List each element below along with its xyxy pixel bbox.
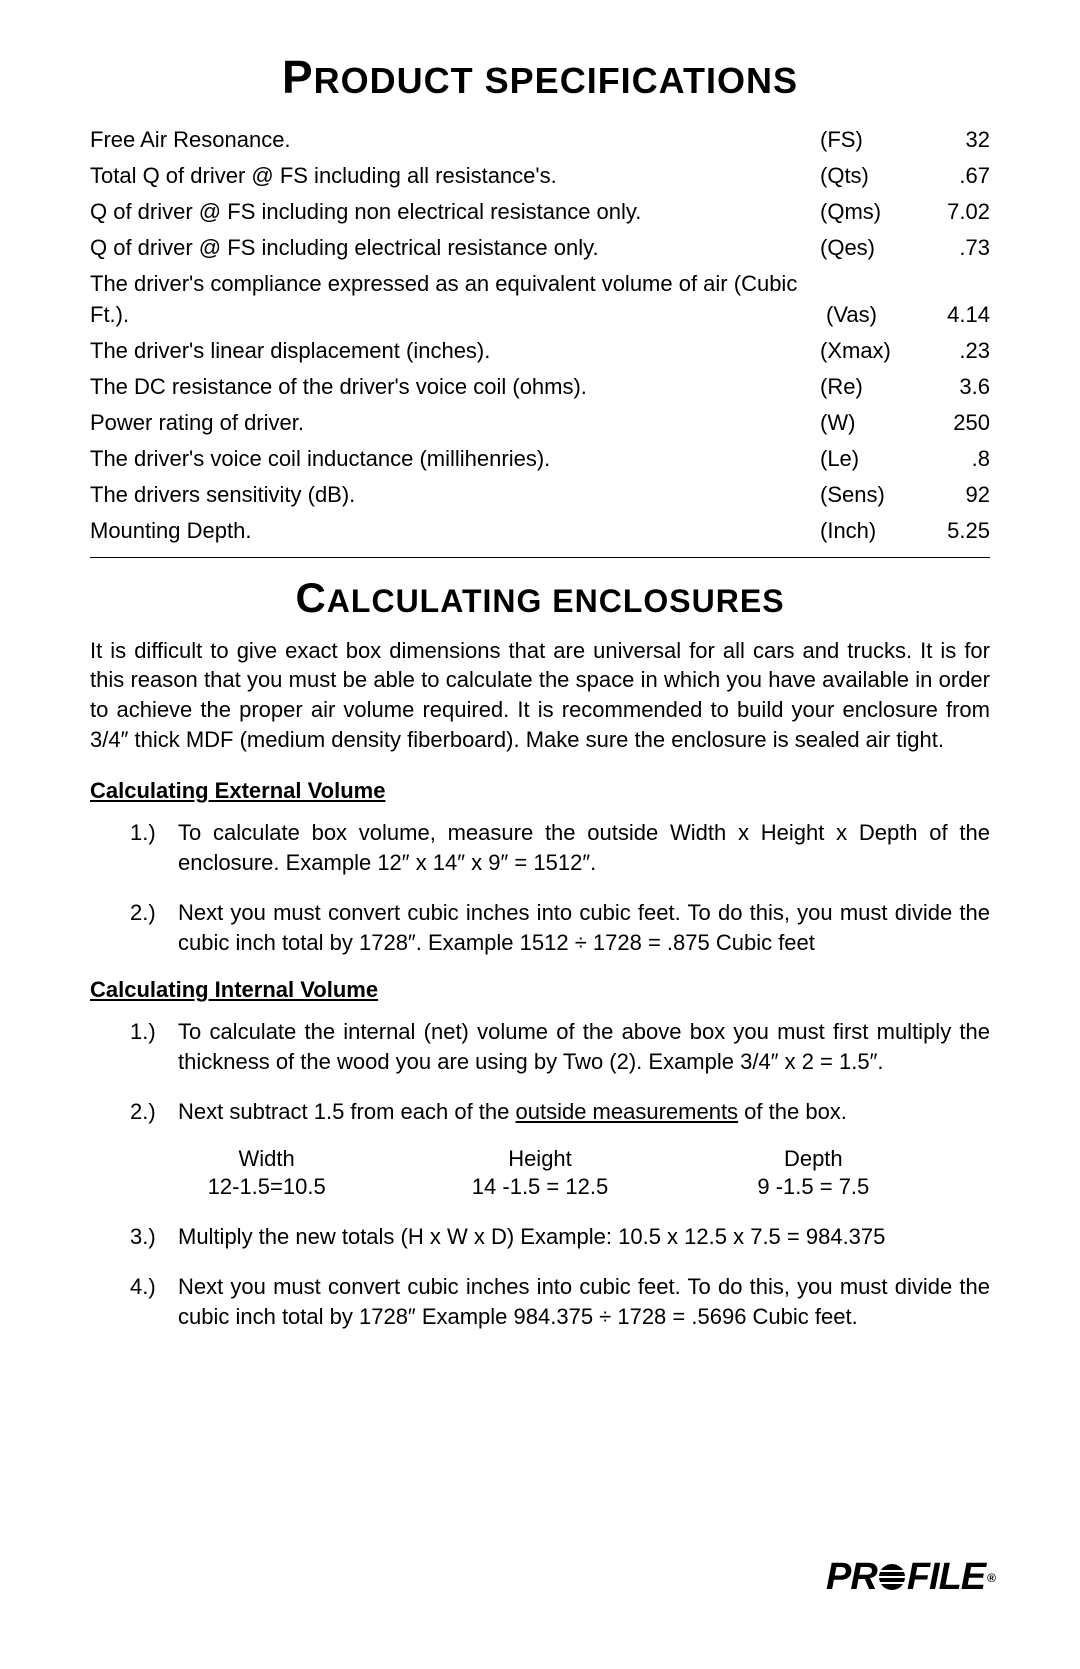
dim-calc: 12-1.5=10.5: [130, 1174, 403, 1200]
spec-symbol: (Re): [820, 371, 920, 403]
step-number: 4.): [130, 1272, 156, 1302]
logo-post: FILE: [907, 1556, 985, 1599]
step-number: 2.): [130, 1097, 156, 1127]
page: PRODUCT SPECIFICATIONS Free Air Resonanc…: [0, 0, 1080, 1669]
spec-desc: The driver's linear displacement (inches…: [90, 335, 820, 367]
spec-row: The driver's compliance expressed as an …: [90, 268, 990, 332]
spec-value: 5.25: [920, 515, 990, 547]
spec-value: 3.6: [920, 371, 990, 403]
spec-symbol: (Vas): [826, 299, 922, 331]
title-initial: C: [295, 574, 326, 621]
dim-label: Width: [130, 1146, 403, 1172]
spec-value: 32: [920, 124, 990, 156]
spec-row: Mounting Depth.(Inch)5.25: [90, 515, 990, 547]
spec-value: 92: [920, 479, 990, 511]
spec-desc: Total Q of driver @ FS including all res…: [90, 160, 820, 192]
internal-steps: 1.) To calculate the internal (net) volum…: [90, 1017, 990, 1126]
dim-calc: 9 -1.5 = 7.5: [677, 1174, 950, 1200]
logo-pre: PR: [826, 1556, 877, 1599]
dim-col-depth: Depth 9 -1.5 = 7.5: [677, 1146, 950, 1200]
title-rest: ALCULATING ENCLOSURES: [327, 583, 785, 619]
list-item: 4.) Next you must convert cubic inches in…: [130, 1272, 990, 1331]
spec-symbol: (Qes): [820, 232, 920, 264]
specs-table: Free Air Resonance.(FS)32 Total Q of driv…: [90, 124, 990, 558]
spec-desc: The driver's voice coil inductance (mill…: [90, 443, 820, 475]
title-initial: P: [282, 51, 314, 103]
step-text: Multiply the new totals (H x W x D) Exam…: [178, 1224, 885, 1249]
logo-registered: ®: [987, 1571, 995, 1585]
spec-value: .8: [920, 443, 990, 475]
spec-row: The driver's voice coil inductance (mill…: [90, 443, 990, 475]
internal-steps-cont: 3.) Multiply the new totals (H x W x D) E…: [90, 1222, 990, 1331]
spec-symbol: (Sens): [820, 479, 920, 511]
section-title-enclosures: CALCULATING ENCLOSURES: [90, 574, 990, 622]
intro-paragraph: It is difficult to give exact box dimens…: [90, 636, 990, 755]
spec-symbol: (Qts): [820, 160, 920, 192]
step-number: 3.): [130, 1222, 156, 1252]
spec-row: The driver's linear displacement (inches…: [90, 335, 990, 367]
spec-desc: The driver's compliance expressed as an …: [90, 268, 826, 332]
spec-symbol: (Xmax): [820, 335, 920, 367]
step-text-underlined: outside measurements: [516, 1099, 739, 1124]
dim-col-height: Height 14 -1.5 = 12.5: [403, 1146, 676, 1200]
spec-row: Q of driver @ FS including electrical re…: [90, 232, 990, 264]
spec-symbol: (FS): [820, 124, 920, 156]
subheading-internal: Calculating Internal Volume: [90, 977, 990, 1003]
dimensions-row: Width 12-1.5=10.5 Height 14 -1.5 = 12.5 …: [130, 1146, 950, 1200]
spec-row: The drivers sensitivity (dB).(Sens)92: [90, 479, 990, 511]
list-item: 1.) To calculate box volume, measure the …: [130, 818, 990, 877]
step-text: Next you must convert cubic inches into …: [178, 900, 990, 955]
spec-desc: The drivers sensitivity (dB).: [90, 479, 820, 511]
spec-row: Power rating of driver.(W)250: [90, 407, 990, 439]
brand-logo: PR FILE®: [826, 1556, 995, 1599]
step-text: To calculate box volume, measure the out…: [178, 820, 990, 875]
spec-symbol: (W): [820, 407, 920, 439]
step-number: 2.): [130, 898, 156, 928]
step-text-pre: Next subtract 1.5 from each of the: [178, 1099, 516, 1124]
dim-label: Height: [403, 1146, 676, 1172]
spec-symbol: (Inch): [820, 515, 920, 547]
dim-label: Depth: [677, 1146, 950, 1172]
step-text: To calculate the internal (net) volume o…: [178, 1019, 990, 1074]
spec-value: .67: [920, 160, 990, 192]
spec-desc: Q of driver @ FS including non electrica…: [90, 196, 820, 228]
step-text: Next you must convert cubic inches into …: [178, 1274, 990, 1329]
dim-calc: 14 -1.5 = 12.5: [403, 1174, 676, 1200]
list-item: 3.) Multiply the new totals (H x W x D) E…: [130, 1222, 990, 1252]
spec-symbol: (Qms): [820, 196, 920, 228]
spec-desc: Free Air Resonance.: [90, 124, 820, 156]
spec-value: 4.14: [922, 299, 990, 331]
spec-row: Q of driver @ FS including non electrica…: [90, 196, 990, 228]
list-item: 1.) To calculate the internal (net) volum…: [130, 1017, 990, 1076]
spec-desc: The DC resistance of the driver's voice …: [90, 371, 820, 403]
list-item: 2.) Next subtract 1.5 from each of the ou…: [130, 1097, 990, 1127]
spec-value: 7.02: [920, 196, 990, 228]
section-title-specs: PRODUCT SPECIFICATIONS: [90, 50, 990, 104]
dim-col-width: Width 12-1.5=10.5: [130, 1146, 403, 1200]
step-number: 1.): [130, 818, 156, 848]
external-steps: 1.) To calculate box volume, measure the …: [90, 818, 990, 957]
title-rest: RODUCT SPECIFICATIONS: [314, 60, 798, 101]
logo-stripes-icon: [878, 1558, 906, 1601]
step-number: 1.): [130, 1017, 156, 1047]
spec-desc: Q of driver @ FS including electrical re…: [90, 232, 820, 264]
list-item: 2.) Next you must convert cubic inches in…: [130, 898, 990, 957]
spec-value: .23: [920, 335, 990, 367]
spec-value: 250: [920, 407, 990, 439]
spec-row: The DC resistance of the driver's voice …: [90, 371, 990, 403]
spec-row: Total Q of driver @ FS including all res…: [90, 160, 990, 192]
spec-desc: Mounting Depth.: [90, 515, 820, 547]
step-text-post: of the box.: [738, 1099, 847, 1124]
subheading-external: Calculating External Volume: [90, 778, 990, 804]
spec-desc: Power rating of driver.: [90, 407, 820, 439]
spec-symbol: (Le): [820, 443, 920, 475]
spec-row: Free Air Resonance.(FS)32: [90, 124, 990, 156]
spec-value: .73: [920, 232, 990, 264]
